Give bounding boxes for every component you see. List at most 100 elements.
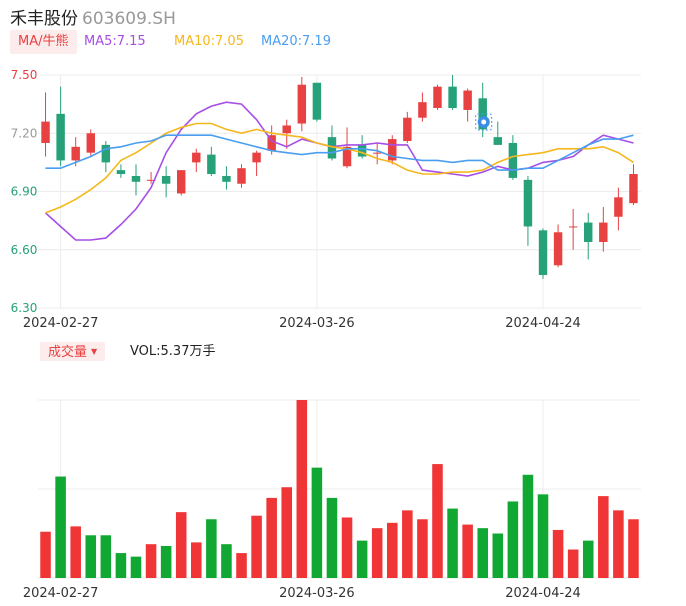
volume-bar: [266, 497, 277, 578]
stock-title: 禾丰股份 603609.SH: [10, 4, 176, 29]
candle: [282, 119, 291, 149]
volume-bar: [130, 556, 142, 578]
ma10-legend-value: MA10:7.05: [174, 34, 244, 49]
candle: [342, 127, 352, 169]
candle: [372, 142, 382, 165]
volume-bar: [477, 528, 488, 578]
candle: [357, 135, 367, 159]
candle: [584, 212, 593, 260]
candle: [86, 129, 95, 157]
volume-bar: [100, 535, 112, 578]
candle-body: [86, 133, 95, 153]
stock-code: 603609.SH: [82, 9, 176, 29]
candle: [463, 88, 472, 122]
candle-body: [192, 152, 201, 163]
candle-body: [71, 146, 80, 161]
candle: [388, 135, 397, 165]
candle: [71, 137, 80, 167]
candle-body: [418, 102, 427, 118]
ma20-legend-value: MA20:7.19: [261, 34, 331, 49]
candle: [508, 135, 518, 180]
volume-bar: [85, 535, 97, 578]
volume-bar: [371, 528, 383, 578]
candle: [327, 125, 337, 161]
k-y-tick-label: 6.60: [11, 243, 38, 257]
candle: [176, 170, 186, 196]
volume-bar: [492, 533, 504, 578]
stock-name: 禾丰股份: [10, 9, 78, 29]
volume-bar: [552, 529, 564, 578]
candle: [478, 82, 487, 138]
candle-body: [297, 84, 307, 124]
candle-body: [41, 121, 50, 143]
volume-bar: [145, 544, 157, 578]
volume-bar: [206, 519, 217, 578]
candle-body: [237, 168, 246, 184]
ma10-line: [45, 122, 634, 214]
volume-indicator-selector[interactable]: 成交量 ▼: [40, 342, 106, 361]
volume-bar: [175, 512, 187, 578]
candle-body: [403, 117, 412, 142]
vol-x-tick-label: 2024-02-27: [23, 586, 99, 601]
volume-bar: [70, 526, 81, 578]
k-x-tick-label: 2024-03-26: [279, 316, 355, 331]
candle: [418, 92, 427, 122]
candle-body: [267, 135, 276, 151]
volume-bar: [281, 487, 293, 578]
volume-bar: [386, 522, 398, 578]
candle: [101, 141, 111, 173]
candle-body: [222, 175, 231, 182]
candle: [629, 164, 638, 206]
volume-bar: [402, 510, 413, 578]
volume-bar: [522, 474, 534, 578]
k-y-tick-label: 7.20: [11, 126, 38, 140]
volume-bar: [567, 549, 579, 578]
volume-bar: [432, 464, 443, 578]
candle-body: [176, 170, 186, 194]
volume-bar: [326, 497, 338, 578]
ma-indicator-selector[interactable]: MA/牛熊: [10, 30, 77, 54]
candle: [523, 175, 533, 246]
candle-body: [312, 82, 322, 120]
ma5-line: [44, 101, 634, 241]
candle-body: [342, 146, 352, 167]
candle-body: [463, 90, 472, 110]
candle: [599, 207, 608, 252]
volume-bar: [40, 531, 51, 578]
candle-body: [146, 179, 156, 181]
k-x-tick-label: 2024-04-24: [505, 316, 581, 331]
volume-bar: [341, 517, 353, 578]
k-y-tick-label: 6.30: [11, 301, 38, 315]
candle: [252, 150, 261, 176]
candle-body: [131, 175, 141, 182]
candle-body: [101, 144, 111, 163]
volume-bar: [115, 553, 127, 578]
candle: [237, 164, 246, 188]
ma5-legend-value: MA5:7.15: [84, 34, 146, 49]
candle-body: [599, 222, 608, 242]
ma20-line: [45, 134, 634, 171]
candle: [222, 166, 231, 190]
candle-body: [207, 154, 216, 175]
k-y-tick-label: 7.50: [11, 68, 38, 82]
candle-body: [508, 142, 518, 178]
volume-bar: [537, 494, 549, 578]
volume-bar: [447, 508, 458, 578]
candle-body: [116, 170, 126, 175]
candle-body: [538, 230, 548, 275]
volume-bar: [296, 400, 308, 578]
k-x-tick-label: 2024-02-27: [23, 316, 99, 331]
candle: [116, 164, 126, 178]
candle-body: [372, 152, 382, 154]
vol-x-tick-label: 2024-04-24: [505, 586, 581, 601]
candle: [448, 75, 457, 110]
candle: [146, 172, 156, 184]
event-marker-center: [481, 119, 487, 125]
volume-value: VOL:5.37万手: [130, 344, 216, 359]
candle: [41, 92, 50, 157]
volume-bar: [160, 545, 172, 578]
candle: [131, 164, 141, 196]
candle: [297, 76, 307, 132]
candle-body: [584, 222, 593, 242]
